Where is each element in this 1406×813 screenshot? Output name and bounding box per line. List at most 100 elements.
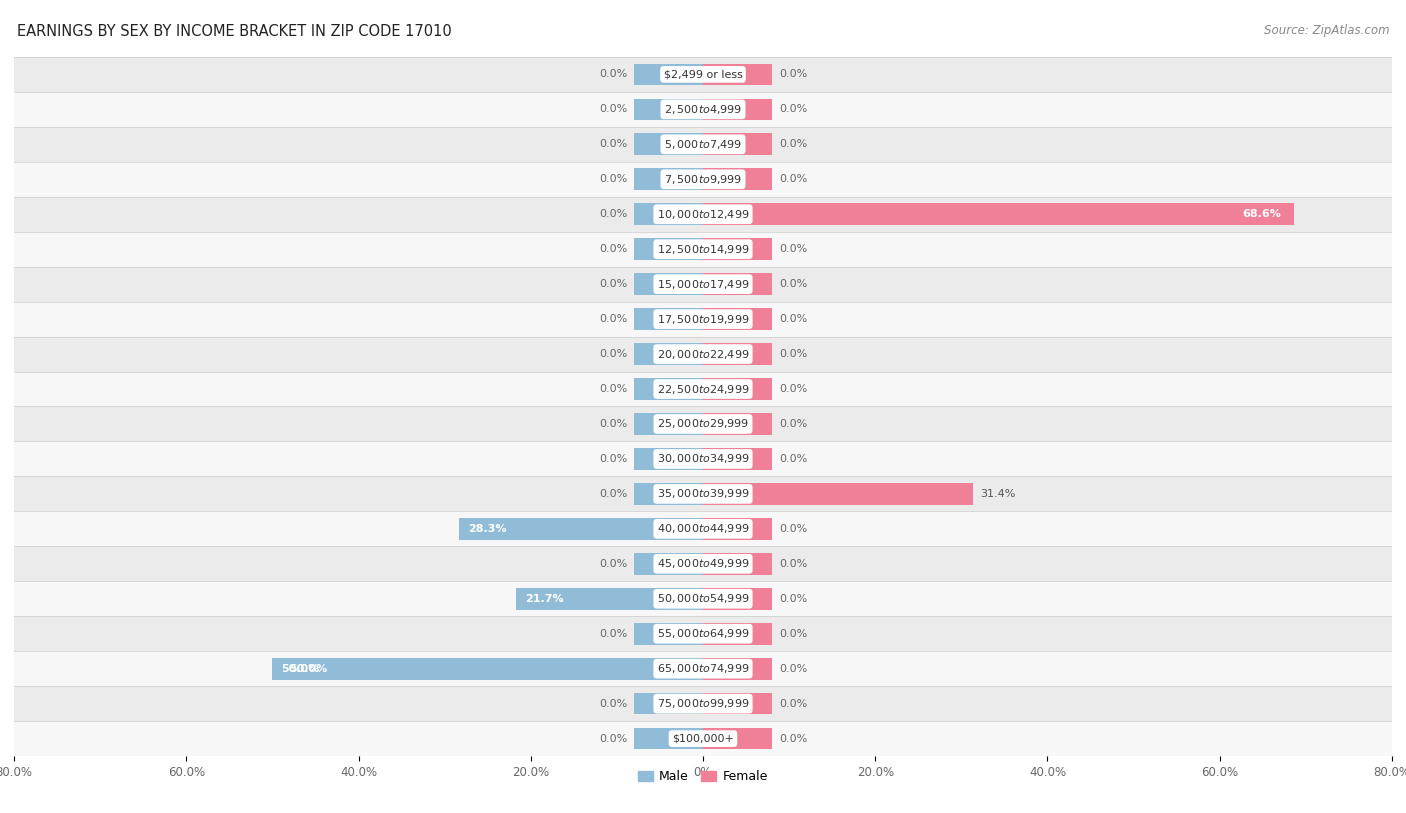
- Bar: [703, 588, 772, 610]
- Text: 0.0%: 0.0%: [599, 733, 627, 744]
- Text: 0.0%: 0.0%: [779, 698, 807, 709]
- Text: 0.0%: 0.0%: [599, 244, 627, 254]
- Bar: [703, 168, 772, 190]
- Text: 0.0%: 0.0%: [599, 559, 627, 569]
- Text: $50,000 to $54,999: $50,000 to $54,999: [657, 593, 749, 605]
- Text: $55,000 to $64,999: $55,000 to $64,999: [657, 628, 749, 640]
- Text: 0.0%: 0.0%: [599, 279, 627, 289]
- Text: 31.4%: 31.4%: [980, 489, 1015, 499]
- Text: 0.0%: 0.0%: [779, 559, 807, 569]
- Bar: [703, 238, 772, 260]
- Bar: [634, 203, 703, 225]
- Bar: [703, 203, 1294, 225]
- Text: 0.0%: 0.0%: [599, 628, 627, 639]
- Text: $15,000 to $17,499: $15,000 to $17,499: [657, 278, 749, 290]
- Bar: [460, 518, 703, 540]
- Text: 0.0%: 0.0%: [779, 733, 807, 744]
- Bar: [634, 378, 703, 400]
- Bar: [634, 98, 703, 120]
- Bar: [0, 511, 1406, 546]
- Text: Source: ZipAtlas.com: Source: ZipAtlas.com: [1264, 24, 1389, 37]
- Text: 0.0%: 0.0%: [599, 69, 627, 80]
- Bar: [703, 98, 772, 120]
- Bar: [703, 518, 772, 540]
- Text: 0.0%: 0.0%: [779, 314, 807, 324]
- Bar: [703, 658, 772, 680]
- Bar: [0, 581, 1406, 616]
- Text: 0.0%: 0.0%: [599, 489, 627, 499]
- Text: 0.0%: 0.0%: [599, 209, 627, 220]
- Bar: [703, 273, 772, 295]
- Bar: [703, 693, 772, 715]
- Bar: [0, 162, 1406, 197]
- Text: $65,000 to $74,999: $65,000 to $74,999: [657, 663, 749, 675]
- Text: 0.0%: 0.0%: [779, 244, 807, 254]
- Bar: [0, 441, 1406, 476]
- Bar: [0, 337, 1406, 372]
- Text: EARNINGS BY SEX BY INCOME BRACKET IN ZIP CODE 17010: EARNINGS BY SEX BY INCOME BRACKET IN ZIP…: [17, 24, 451, 39]
- Bar: [0, 197, 1406, 232]
- Bar: [703, 63, 772, 85]
- Bar: [0, 406, 1406, 441]
- Text: 0.0%: 0.0%: [779, 524, 807, 534]
- Bar: [0, 92, 1406, 127]
- Bar: [634, 448, 703, 470]
- Text: 0.0%: 0.0%: [779, 593, 807, 604]
- Text: $25,000 to $29,999: $25,000 to $29,999: [657, 418, 749, 430]
- Bar: [0, 302, 1406, 337]
- Text: 0.0%: 0.0%: [779, 279, 807, 289]
- Bar: [703, 623, 772, 645]
- Text: $5,000 to $7,499: $5,000 to $7,499: [664, 138, 742, 150]
- Bar: [634, 693, 703, 715]
- Text: 0.0%: 0.0%: [599, 419, 627, 429]
- Bar: [0, 267, 1406, 302]
- Text: $17,500 to $19,999: $17,500 to $19,999: [657, 313, 749, 325]
- Text: 0.0%: 0.0%: [599, 139, 627, 150]
- Bar: [634, 623, 703, 645]
- Bar: [634, 133, 703, 155]
- Bar: [634, 413, 703, 435]
- Text: $2,500 to $4,999: $2,500 to $4,999: [664, 103, 742, 115]
- Text: 0.0%: 0.0%: [779, 69, 807, 80]
- Bar: [0, 372, 1406, 406]
- Text: $40,000 to $44,999: $40,000 to $44,999: [657, 523, 749, 535]
- Bar: [634, 483, 703, 505]
- Text: 0.0%: 0.0%: [779, 454, 807, 464]
- Text: 0.0%: 0.0%: [779, 419, 807, 429]
- Text: $12,500 to $14,999: $12,500 to $14,999: [657, 243, 749, 255]
- Bar: [703, 308, 772, 330]
- Bar: [634, 343, 703, 365]
- Text: 0.0%: 0.0%: [599, 349, 627, 359]
- Bar: [0, 127, 1406, 162]
- Bar: [634, 273, 703, 295]
- Text: 0.0%: 0.0%: [599, 454, 627, 464]
- Bar: [0, 476, 1406, 511]
- Text: $30,000 to $34,999: $30,000 to $34,999: [657, 453, 749, 465]
- Bar: [0, 232, 1406, 267]
- Bar: [634, 63, 703, 85]
- Text: $75,000 to $99,999: $75,000 to $99,999: [657, 698, 749, 710]
- Bar: [703, 378, 772, 400]
- Text: 28.3%: 28.3%: [468, 524, 506, 534]
- Bar: [0, 686, 1406, 721]
- Bar: [703, 448, 772, 470]
- Bar: [0, 546, 1406, 581]
- Text: 0.0%: 0.0%: [599, 314, 627, 324]
- Text: 0.0%: 0.0%: [779, 384, 807, 394]
- Text: 21.7%: 21.7%: [524, 593, 564, 604]
- Legend: Male, Female: Male, Female: [633, 765, 773, 789]
- Text: $7,500 to $9,999: $7,500 to $9,999: [664, 173, 742, 185]
- Text: 50.0%: 50.0%: [281, 663, 319, 674]
- Text: 68.6%: 68.6%: [1241, 209, 1281, 220]
- Text: $35,000 to $39,999: $35,000 to $39,999: [657, 488, 749, 500]
- Text: 0.0%: 0.0%: [779, 349, 807, 359]
- Bar: [634, 553, 703, 575]
- Bar: [703, 133, 772, 155]
- Text: 0.0%: 0.0%: [599, 104, 627, 115]
- Bar: [0, 651, 1406, 686]
- Bar: [634, 238, 703, 260]
- Bar: [703, 728, 772, 750]
- Text: $45,000 to $49,999: $45,000 to $49,999: [657, 558, 749, 570]
- Text: $22,500 to $24,999: $22,500 to $24,999: [657, 383, 749, 395]
- Text: $20,000 to $22,499: $20,000 to $22,499: [657, 348, 749, 360]
